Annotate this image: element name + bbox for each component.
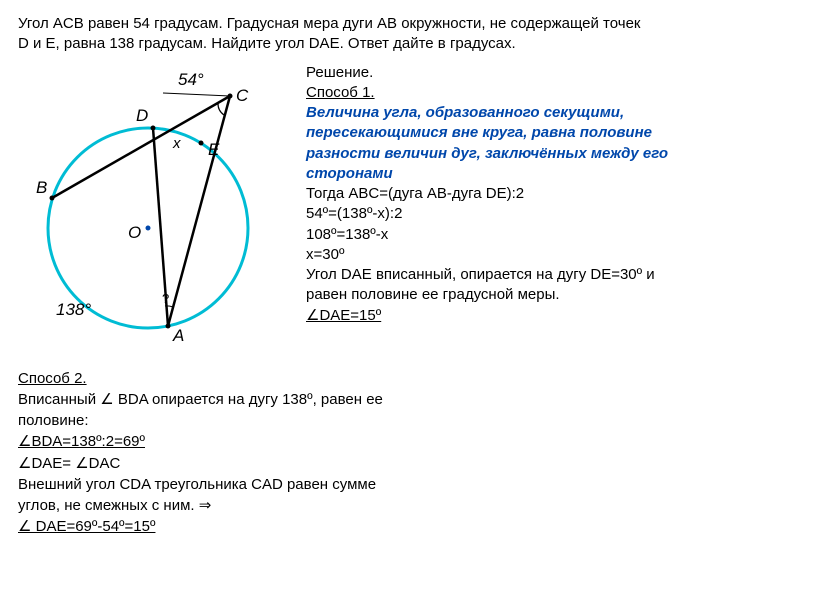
geometry-diagram: 54° C D E B O A 138° x ? — [18, 63, 288, 363]
svg-text:A: A — [172, 326, 184, 345]
equation: 54º=(138º-x):2 — [306, 204, 796, 224]
method2-title: Способ 2. — [18, 369, 796, 389]
svg-text:138°: 138° — [56, 300, 91, 319]
content-row: 54° C D E B O A 138° x ? Решение. Способ… — [18, 63, 796, 363]
theorem-line: пересекающимися вне круга, равна половин… — [306, 123, 796, 143]
svg-text:B: B — [36, 178, 47, 197]
solution-title: Решение. — [306, 63, 796, 83]
svg-text:D: D — [136, 106, 148, 125]
equation: равен половине ее градусной меры. — [306, 285, 796, 305]
svg-text:E: E — [208, 140, 220, 159]
svg-text:54°: 54° — [178, 70, 204, 89]
equation: Угол DAE вписанный, опирается на дугу DE… — [306, 265, 796, 285]
svg-text:?: ? — [162, 291, 169, 306]
svg-text:O: O — [128, 223, 141, 242]
theorem-line: Величина угла, образованного секущими, — [306, 103, 796, 123]
svg-text:x: x — [172, 135, 181, 152]
m2-line: ∠BDA=138º:2=69º — [18, 432, 796, 452]
method1-title: Способ 1. — [306, 83, 796, 103]
solution-method2: Способ 2. Вписанный ∠ BDA опирается на д… — [18, 369, 796, 538]
problem-line1: Угол ACB равен 54 градусам. Градусная ме… — [18, 15, 641, 32]
theorem-line: разности величин дуг, заключённых между … — [306, 144, 796, 164]
theorem-line: сторонами — [306, 164, 796, 184]
problem-statement: Угол ACB равен 54 градусам. Градусная ме… — [18, 14, 796, 55]
m2-line: углов, не смежных с ним. ⇒ — [18, 496, 796, 516]
m2-line: ∠DAE= ∠DAC — [18, 454, 796, 474]
problem-line2: D и E, равна 138 градусам. Найдите угол … — [18, 35, 516, 52]
m2-answer: ∠ DAE=69º-54º=15º — [18, 517, 796, 537]
diagram-container: 54° C D E B O A 138° x ? — [18, 63, 288, 363]
solution-method1: Решение. Способ 1. Величина угла, образо… — [306, 63, 796, 363]
m2-line: Вписанный ∠ BDA опирается на дугу 138º, … — [18, 390, 796, 410]
svg-text:C: C — [236, 86, 249, 105]
answer-1: ∠DAE=15º — [306, 306, 796, 326]
equation: Тогда ABC=(дуга AB-дуга DE):2 — [306, 184, 796, 204]
m2-line: Внешний угол CDA треугольника CAD равен … — [18, 475, 796, 495]
equation: x=30º — [306, 245, 796, 265]
m2-line: половине: — [18, 411, 796, 431]
equation: 108º=138º-x — [306, 225, 796, 245]
